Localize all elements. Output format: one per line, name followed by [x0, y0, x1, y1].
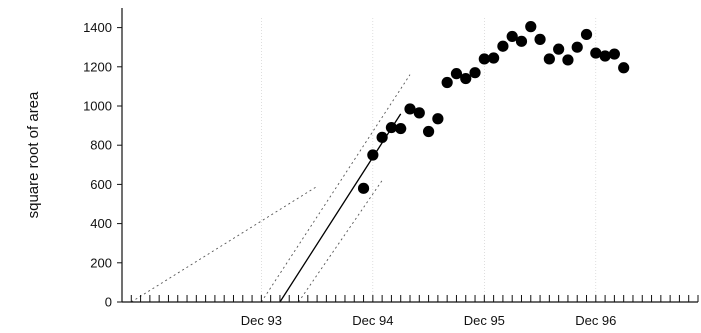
data-point [376, 131, 388, 143]
x-tick-label: Dec 93 [241, 313, 282, 328]
data-point [357, 182, 370, 194]
data-point [571, 41, 583, 53]
y-tick-label: 1000 [83, 99, 112, 114]
y-tick-label: 800 [90, 138, 112, 153]
y-tick-label: 0 [105, 295, 112, 310]
data-point [404, 103, 416, 115]
data-point [599, 50, 611, 62]
data-point [395, 122, 407, 135]
data-point [469, 67, 481, 79]
data-point [413, 107, 425, 119]
data-point [553, 43, 565, 55]
data-point [497, 40, 509, 52]
data-point [562, 54, 574, 66]
data-point [450, 68, 463, 80]
data-point [580, 28, 593, 41]
trend-lines [131, 74, 411, 303]
data-point [478, 53, 490, 65]
y-tick-label: 400 [90, 216, 112, 231]
x-tick-label: Dec 95 [464, 313, 505, 328]
data-point [460, 72, 472, 85]
y-tick-label: 600 [90, 177, 112, 192]
data-point [441, 76, 453, 89]
data-point [385, 121, 398, 134]
data-point [506, 30, 518, 43]
y-tick-label: 1400 [83, 20, 112, 35]
confidence-line [298, 180, 383, 303]
data-point [525, 21, 537, 33]
data-point [422, 125, 435, 138]
data-point [488, 52, 500, 64]
data-points [357, 21, 630, 194]
confidence-line [131, 185, 318, 303]
data-point [590, 47, 602, 59]
x-axis-ticks: Dec 93 Dec 94 Dec 95 Dec 96 [130, 295, 699, 328]
confidence-line [260, 74, 411, 303]
data-point [608, 48, 620, 60]
data-point [534, 33, 546, 45]
y-tick-label: 1200 [83, 59, 112, 74]
data-point [367, 149, 379, 161]
data-point [618, 62, 630, 74]
x-tick-label: Dec 96 [575, 313, 616, 328]
data-point [432, 113, 444, 125]
regression-line [279, 113, 402, 303]
y-tick-label: 200 [90, 255, 112, 270]
y-axis-title: square root of area [25, 91, 42, 218]
y-axis-ticks: 0 200 400 600 800 1000 1200 1400 [83, 20, 122, 310]
data-point [515, 35, 528, 47]
x-tick-label: Dec 94 [352, 313, 393, 328]
data-point [543, 53, 555, 65]
